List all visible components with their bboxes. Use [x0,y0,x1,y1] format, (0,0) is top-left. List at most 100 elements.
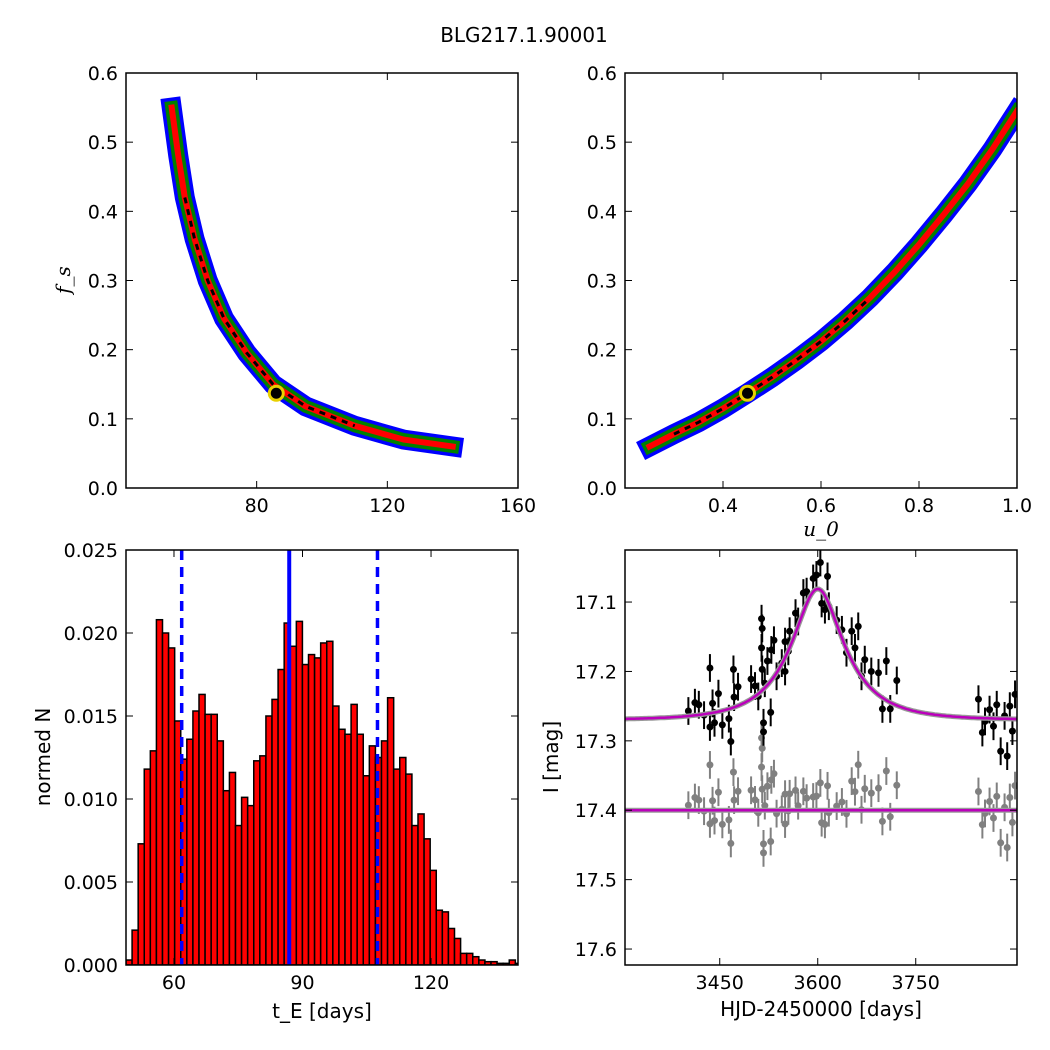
histogram-bar [210,713,219,965]
histogram-bar [137,843,146,965]
residual-point [758,785,766,793]
data-point [709,699,717,707]
residual-point [993,792,1001,800]
data-point [812,571,820,579]
plot-area [636,97,1017,460]
histogram-bar [265,715,273,965]
residual-point [734,787,742,795]
data-point [854,622,862,630]
y-tick-label: 0.2 [88,340,118,362]
histogram-bar [301,663,310,965]
x-tick-label: 80 [245,495,269,517]
data-point [751,682,759,690]
residual-point [718,820,726,828]
histogram-bar [459,952,468,965]
data-point [886,705,894,713]
y-tick-label: 17.6 [575,939,617,961]
histogram-bar [417,813,425,965]
histogram-bar [234,824,243,965]
y-tick-label: 0.020 [64,623,118,645]
data-point [993,701,1001,709]
histogram-bar [392,768,401,965]
data-point [718,721,726,729]
data-point [974,695,982,703]
x-tick-label: 0.8 [904,495,934,517]
residual-point [763,782,771,790]
residual-point [861,785,869,793]
data-point [861,656,869,664]
histogram-bar [198,693,206,965]
data-point [758,644,766,652]
data-point [763,657,771,665]
histogram-bar [216,740,225,965]
histogram-bar [173,720,182,965]
y-tick-label: 17.2 [575,661,617,683]
residual-point [1008,818,1016,826]
residual-point [760,849,768,857]
histogram-bar [472,955,480,965]
residual-point [974,787,982,795]
residual-point [725,816,733,824]
histogram-bar [514,962,518,965]
histogram-bar [380,740,389,965]
histogram-bar [435,909,444,965]
y-tick-label: 0.6 [587,63,617,85]
data-point [781,667,789,675]
residual-point [794,802,802,810]
y-tick-label: 0.4 [587,201,617,223]
data-point [803,588,811,596]
data-point [760,728,768,736]
histogram-bar [399,756,407,965]
xlabel-u0: u_0 [803,517,839,541]
residual-point [758,744,766,752]
data-point [734,683,742,691]
data-point [986,706,994,714]
histogram-bar [228,771,237,965]
residual-point [821,820,829,828]
residual-point [695,796,703,804]
posterior-level-4 [183,197,356,428]
y-tick-label: 17.4 [575,800,617,822]
residual-point [1006,793,1014,801]
data-point [727,738,735,746]
residual-point [711,817,719,825]
y-tick-label: 0.3 [88,271,118,293]
plot-area [160,96,464,458]
histogram-bar [508,959,517,965]
data-point [730,693,738,701]
data-point [767,708,775,716]
data-point [878,705,886,713]
data-point [1008,727,1016,735]
x-tick-label: 1.0 [1002,495,1032,517]
data-point [684,707,692,715]
residual-point [758,763,766,771]
y-tick-label: 0.000 [64,955,118,977]
residual-point [986,797,994,805]
residual-point [893,781,901,789]
histogram-bar [429,869,438,965]
residual-point [1003,844,1011,852]
data-point [848,627,856,635]
residual-point [730,796,738,804]
x-tick-label: 0.6 [806,495,836,517]
panel-fs-vs-u0: 0.4 0.6 0.8 1.0 0.0 0.1 0.2 0.3 0.4 0.5 0.6 [587,63,1032,517]
residual-point [786,790,794,798]
residual-point [770,770,778,778]
y-tick-label: 17.3 [575,731,617,753]
x-tick-label: 60 [162,972,186,994]
histogram-bar [411,824,419,965]
data-point [781,638,789,646]
y-tick-label: 0.5 [587,132,617,154]
x-tick-label: 3450 [696,972,744,994]
y-tick-label: 0.4 [88,201,118,223]
residual-point [997,839,1005,847]
ylabel-fs: f_s [51,266,75,296]
data-point [786,627,794,635]
data-point [725,715,733,723]
x-tick-label: 3600 [794,972,842,994]
residual-point [761,802,769,810]
data-point [711,719,719,727]
histogram-bar [332,705,340,965]
residual-point [709,797,717,805]
histogram-bar [362,775,371,965]
